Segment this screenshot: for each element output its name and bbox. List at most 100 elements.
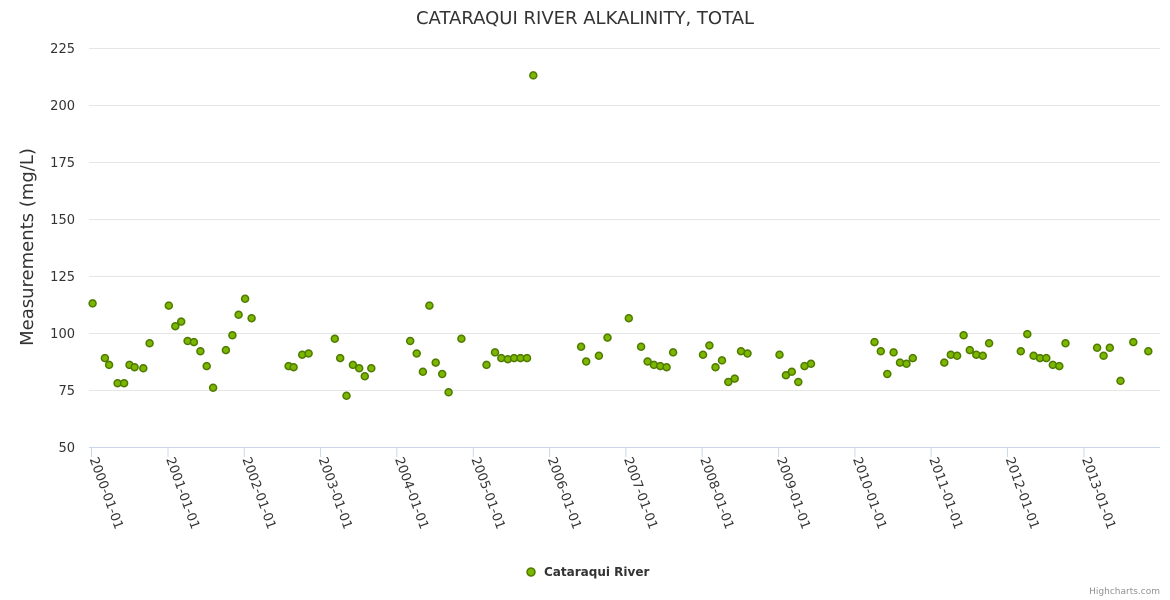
data-point-10[interactable]	[171, 321, 180, 331]
data-point-99[interactable]	[1105, 343, 1115, 353]
data-point-84[interactable]	[959, 331, 968, 340]
data-point-19[interactable]	[234, 310, 243, 320]
data-point-52[interactable]	[603, 333, 612, 342]
data-point-68[interactable]	[775, 350, 784, 359]
y-tick-label-75: 75	[58, 384, 75, 399]
data-point-98[interactable]	[1099, 351, 1108, 361]
data-point-88[interactable]	[984, 339, 994, 348]
data-point-11[interactable]	[176, 317, 186, 326]
legend[interactable]: Cataraqui River	[526, 565, 649, 579]
data-point-50[interactable]	[581, 357, 591, 366]
data-point-79[interactable]	[902, 359, 911, 369]
data-point-21[interactable]	[247, 313, 256, 323]
data-point-15[interactable]	[202, 361, 211, 371]
data-point-53[interactable]	[624, 313, 634, 323]
data-point-4[interactable]	[119, 378, 129, 388]
data-point-40[interactable]	[457, 334, 466, 343]
data-point-71[interactable]	[794, 377, 803, 387]
data-point-89[interactable]	[1016, 346, 1026, 356]
data-point-55[interactable]	[643, 357, 652, 366]
legend-item-cataraqui-river[interactable]: Cataraqui River	[544, 565, 649, 579]
data-point-85[interactable]	[965, 345, 975, 355]
data-point-59[interactable]	[668, 348, 678, 357]
grid-lines	[89, 48, 1160, 391]
data-point-39[interactable]	[444, 388, 453, 397]
data-point-47[interactable]	[522, 353, 532, 363]
data-point-90[interactable]	[1023, 329, 1032, 339]
data-point-76[interactable]	[883, 369, 892, 379]
data-point-65[interactable]	[730, 374, 739, 383]
y-tick-label-225: 225	[50, 42, 75, 57]
data-point-64[interactable]	[724, 377, 733, 387]
y-tick-label-50: 50	[58, 441, 75, 456]
y-tick-label-175: 175	[50, 156, 75, 171]
data-point-100[interactable]	[1116, 376, 1125, 386]
data-point-36[interactable]	[425, 301, 434, 310]
data-point-29[interactable]	[348, 360, 358, 370]
data-point-1[interactable]	[100, 353, 110, 363]
data-point-101[interactable]	[1129, 337, 1138, 347]
data-point-0[interactable]	[88, 299, 97, 308]
data-point-2[interactable]	[104, 360, 114, 370]
data-point-75[interactable]	[876, 346, 886, 356]
data-point-51[interactable]	[594, 351, 604, 361]
data-point-9[interactable]	[164, 301, 174, 310]
y-tick-label-100: 100	[50, 327, 75, 342]
data-point-62[interactable]	[711, 362, 720, 372]
data-point-80[interactable]	[908, 353, 918, 363]
data-point-77[interactable]	[889, 348, 898, 357]
data-point-74[interactable]	[870, 337, 879, 347]
data-point-27[interactable]	[335, 353, 345, 363]
data-point-35[interactable]	[418, 367, 428, 377]
data-point-30[interactable]	[354, 364, 364, 373]
data-point-23[interactable]	[289, 362, 298, 372]
data-point-96[interactable]	[1061, 339, 1070, 348]
data-point-34[interactable]	[412, 349, 421, 358]
data-point-48[interactable]	[529, 71, 538, 80]
data-point-28[interactable]	[342, 391, 351, 400]
y-axis-ticks: 50 75 100 125 150 175 200 225	[50, 42, 75, 456]
data-point-6[interactable]	[130, 362, 139, 372]
chart-title: CATARAQUI RIVER ALKALINITY, TOTAL	[416, 8, 754, 29]
y-tick-label-150: 150	[50, 213, 75, 228]
data-point-25[interactable]	[304, 349, 313, 358]
data-point-87[interactable]	[978, 351, 988, 361]
data-point-81[interactable]	[940, 358, 949, 367]
data-point-58[interactable]	[662, 362, 671, 372]
data-point-63[interactable]	[717, 356, 727, 365]
data-point-67[interactable]	[743, 349, 752, 358]
data-point-60[interactable]	[698, 350, 708, 359]
data-point-18[interactable]	[228, 331, 237, 340]
credits-link[interactable]: Highcharts.com	[1089, 587, 1160, 597]
data-point-14[interactable]	[196, 346, 205, 356]
data-point-83[interactable]	[952, 351, 962, 361]
y-tick-label-200: 200	[50, 99, 75, 114]
data-point-32[interactable]	[367, 364, 376, 373]
data-point-93[interactable]	[1042, 353, 1051, 363]
data-point-37[interactable]	[431, 358, 440, 367]
data-point-42[interactable]	[490, 348, 500, 357]
data-point-41[interactable]	[482, 360, 491, 370]
data-point-49[interactable]	[576, 342, 586, 351]
data-point-26[interactable]	[330, 334, 340, 343]
data-point-54[interactable]	[636, 342, 646, 351]
data-point-95[interactable]	[1055, 361, 1064, 371]
legend-marker[interactable]	[526, 567, 536, 577]
data-point-102[interactable]	[1144, 346, 1153, 356]
series-points	[88, 71, 1153, 400]
data-point-13[interactable]	[189, 337, 199, 347]
data-point-7[interactable]	[139, 364, 148, 373]
data-point-70[interactable]	[787, 367, 797, 377]
data-point-8[interactable]	[145, 339, 154, 348]
data-point-33[interactable]	[405, 336, 415, 346]
data-point-17[interactable]	[221, 345, 231, 355]
data-point-61[interactable]	[705, 341, 714, 350]
data-point-20[interactable]	[240, 294, 250, 304]
data-point-97[interactable]	[1092, 343, 1102, 353]
data-point-16[interactable]	[208, 383, 218, 392]
data-point-73[interactable]	[806, 359, 816, 369]
data-point-31[interactable]	[360, 372, 370, 381]
data-point-38[interactable]	[437, 369, 447, 379]
